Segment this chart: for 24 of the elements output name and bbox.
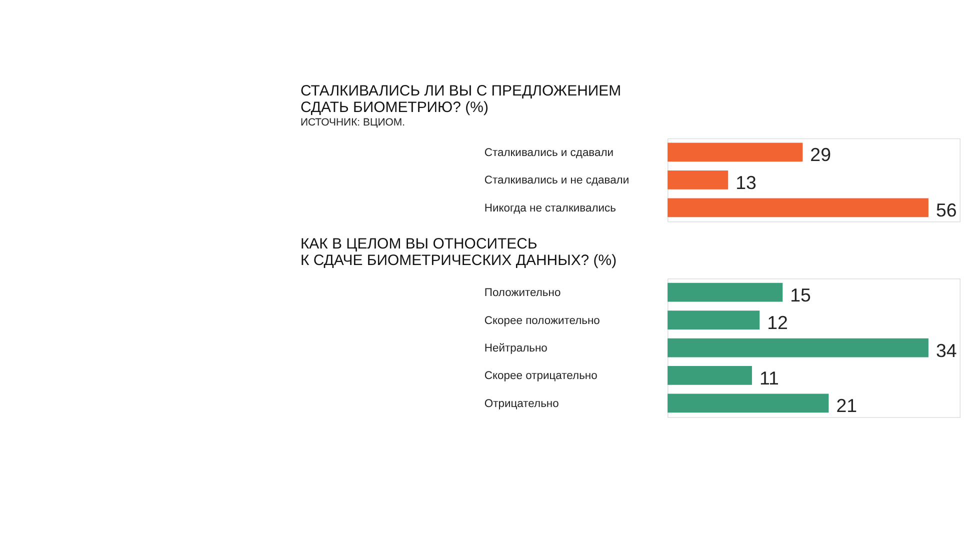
y-tick-label: Никогда не сталкивались xyxy=(484,202,616,214)
y-tick-label: Положительно xyxy=(484,287,561,300)
data-label: 11 xyxy=(759,367,779,388)
y-tick-label: Сталкивались и не сдавали xyxy=(484,174,630,187)
data-label: 13 xyxy=(736,172,756,193)
bar xyxy=(668,366,752,385)
text: ИСТОЧНИК: ВЦИОМ. xyxy=(300,118,406,129)
y-tick-label: Нейтрально xyxy=(484,342,548,355)
data-label: 12 xyxy=(767,312,788,334)
bar xyxy=(668,394,829,413)
bar xyxy=(668,310,760,330)
y-tick-label: Скорее положительно xyxy=(484,314,600,327)
data-label: 56 xyxy=(936,200,957,221)
text: КАК В ЦЕЛОМ ВЫ ОТНОСИТЕСЬ К СДАЧЕ БИОМЕТРИЧЕСКИХ ДАННЫХ? (%) xyxy=(300,235,617,269)
data-label: 29 xyxy=(810,144,831,166)
bar xyxy=(668,338,928,358)
y-tick-label: Сталкивались и сдавали xyxy=(484,146,614,159)
bar xyxy=(668,282,783,302)
data-label: 34 xyxy=(936,340,957,361)
text: СТАЛКИВАЛИСЬ ЛИ ВЫ С ПРЕДЛОЖЕНИЕМ СДАТЬ БИОМЕТРИЮ? (%) xyxy=(300,82,622,116)
y-tick-label: Отрицательно xyxy=(484,398,559,410)
y-tick-label: Скорее отрицательно xyxy=(484,370,598,382)
data-label: 21 xyxy=(836,395,858,416)
data-label: 15 xyxy=(790,284,811,306)
